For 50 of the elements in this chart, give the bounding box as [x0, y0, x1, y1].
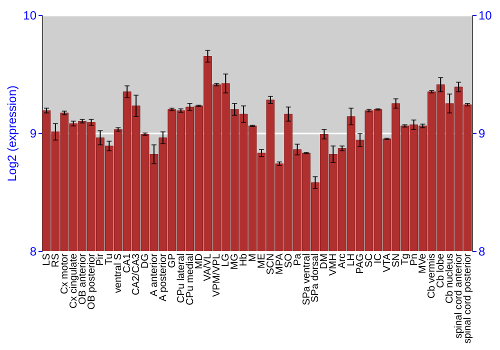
x-tick-label: Cb lobe [436, 253, 447, 288]
x-tick-label: MVe [418, 253, 429, 274]
x-tick-label: SN [390, 254, 402, 268]
x-tick-label: Tg [400, 254, 411, 266]
x-tick-label: Cx motor [59, 252, 70, 294]
x-tick-label: Arc [337, 254, 348, 268]
x-tick-label: A anterior [148, 252, 160, 296]
x-tick-label: ME [256, 253, 268, 268]
x-tick-label: Cx cingulate [68, 253, 80, 309]
x-tick-label: DM [319, 254, 330, 270]
y2-tick-label: 10 [478, 8, 492, 22]
y2-tick-label: 8 [478, 244, 486, 258]
x-tick-label: SO [283, 253, 294, 268]
x-tick-label: SC [364, 254, 375, 268]
x-tick-label: LS [41, 253, 52, 266]
x-tick-label: IC [372, 254, 384, 264]
x-tick-label: Hb [238, 253, 250, 266]
x-tick-label: Pa [292, 253, 304, 266]
x-tick-label: DG [140, 253, 152, 268]
y-tick-label: 9 [30, 126, 37, 140]
x-tick-label: spinal cord posterior [462, 252, 474, 344]
y-axis-title: Log2 (expression) [5, 85, 20, 182]
x-tick-label: GP [166, 253, 178, 268]
y-tick-label: 10 [23, 8, 37, 22]
x-tick-label: OB anterior [77, 252, 88, 305]
x-tick-label: PAG [355, 253, 366, 274]
x-tick-label: OB posterior [86, 252, 98, 310]
x-tick-label: Pir [95, 252, 106, 266]
x-tick-label: VTA [382, 253, 393, 272]
x-tick-label: A posterior [158, 252, 169, 302]
x-tick-label: VPM/VPL [212, 253, 223, 297]
x-tick-label: VMH [328, 254, 340, 276]
x-tick-label: SPa dorsal [310, 254, 322, 302]
x-tick-label: Cb nucleus [444, 254, 456, 304]
x-tick-label: LG [220, 253, 232, 267]
x-tick-label: CA2/CA3 [131, 253, 142, 296]
x-tick-label: LH [346, 254, 358, 266]
x-tick-label: RS [50, 253, 62, 268]
x-tick-label: MPA [274, 253, 286, 274]
x-tick-label: Pn [408, 254, 420, 266]
x-tick-label: CPu lateral [176, 254, 187, 303]
x-tick-label: spinal cord anterior [454, 252, 465, 339]
x-tick-label: M [248, 254, 259, 262]
x-tick-label: ventral S [113, 253, 124, 293]
x-tick-label: CPu medial [184, 254, 196, 306]
y-tick-label: 8 [30, 244, 37, 258]
y2-tick-label: 9 [478, 126, 486, 140]
x-tick-label: SCN [265, 254, 276, 275]
x-tick-label: CA1 [122, 253, 134, 273]
x-tick-label: Tu [104, 254, 116, 265]
